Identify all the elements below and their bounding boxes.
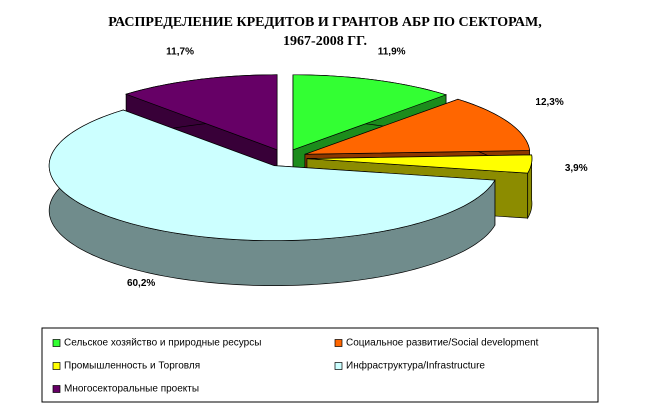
chart-title: 1967-2008 ГГ. bbox=[283, 34, 367, 49]
data-label: 12,3% bbox=[535, 97, 563, 108]
legend-swatch bbox=[334, 362, 343, 370]
slice bbox=[292, 74, 448, 151]
slice bbox=[304, 98, 531, 155]
slice bbox=[125, 74, 278, 151]
legend-swatch bbox=[334, 339, 343, 347]
data-label: 11,7% bbox=[166, 46, 194, 57]
legend-swatch bbox=[52, 362, 61, 370]
slice bbox=[48, 109, 496, 242]
data-label: 60,2% bbox=[127, 278, 155, 289]
legend-box bbox=[41, 327, 599, 403]
data-label: 11,9% bbox=[378, 47, 406, 58]
legend-swatch bbox=[52, 385, 61, 393]
legend-label: Инфраструктура/Infrastructure bbox=[346, 360, 485, 372]
slice bbox=[306, 154, 533, 174]
legend-label: Социальное развитие/Social development bbox=[346, 338, 539, 349]
legend-swatch bbox=[52, 339, 61, 347]
legend-label: Сельское хозяйство и природные ресурсы bbox=[64, 338, 261, 349]
legend-label: Многосекторальные проекты bbox=[64, 384, 199, 395]
data-label: 3,9% bbox=[565, 163, 588, 174]
chart-title: РАСПРЕДЕЛЕНИЕ КРЕДИТОВ И ГРАНТОВ АБР ПО … bbox=[108, 15, 542, 30]
legend-label: Промышленность и Торговля bbox=[64, 361, 200, 372]
